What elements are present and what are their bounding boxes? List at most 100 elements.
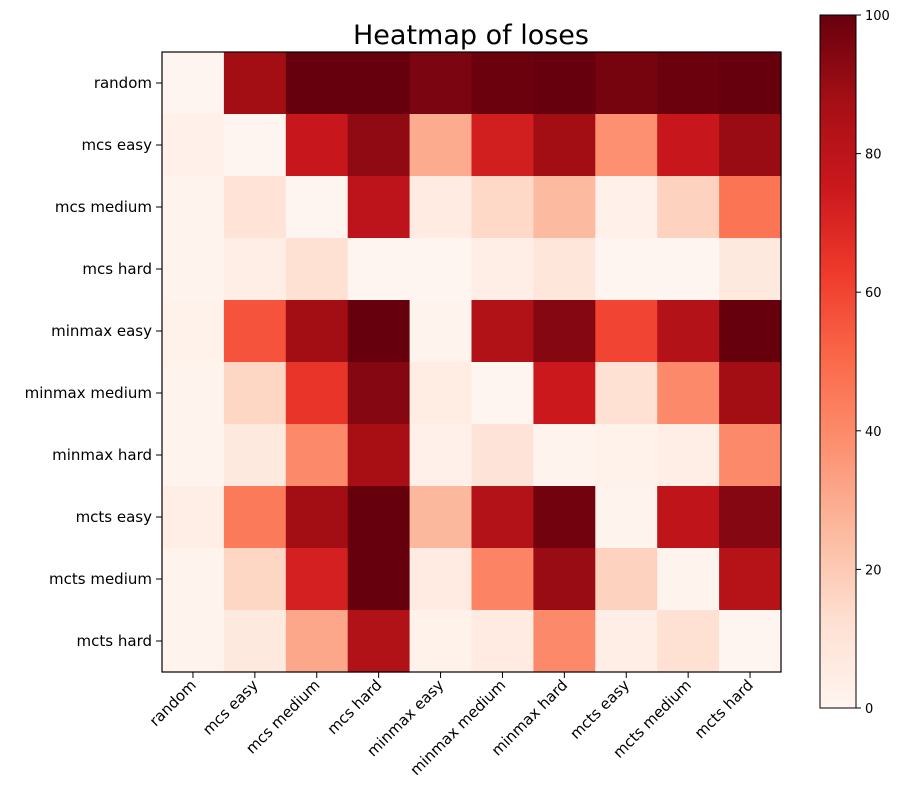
colorbar — [819, 14, 857, 709]
y-tick-label: mcts hard — [77, 632, 152, 650]
heatmap-cell — [162, 362, 225, 425]
y-axis-ticks: random mcs easy mcs medium mcs hard minmax e… — [25, 74, 162, 650]
heatmap-cell — [162, 114, 225, 177]
heatmap-cell — [285, 238, 349, 301]
heatmap-cell — [347, 610, 411, 673]
heatmap-cell — [533, 52, 596, 115]
heatmap-cell — [223, 424, 287, 487]
y-tick-label: mcts medium — [49, 570, 152, 588]
heatmap-cell — [657, 176, 720, 239]
heatmap-cell — [409, 176, 473, 239]
colorbar-tick-label: 80 — [865, 148, 882, 163]
heatmap-cell — [533, 362, 596, 425]
heatmap-cell — [409, 548, 473, 611]
heatmap-cell — [409, 238, 473, 301]
heatmap-cell — [285, 300, 349, 363]
x-tick-label: mcs easy — [199, 676, 262, 739]
heatmap-cell — [162, 52, 225, 115]
heatmap-cell — [409, 424, 473, 487]
heatmap-cell — [471, 114, 534, 177]
colorbar-tick-label: 40 — [865, 425, 882, 440]
colorbar-tick-label: 20 — [865, 563, 882, 578]
heatmap-cell — [409, 610, 473, 673]
heatmap-cell — [595, 610, 658, 673]
heatmap-cell — [533, 424, 596, 487]
heatmap-cell — [657, 238, 720, 301]
heatmap-cell — [285, 176, 349, 239]
heatmap-cell — [347, 176, 411, 239]
heatmap-cell — [347, 114, 411, 177]
heatmap-cell — [285, 362, 349, 425]
heatmap-cell — [223, 176, 287, 239]
heatmap-cell — [409, 486, 473, 549]
x-tick-label: mcts hard — [691, 676, 757, 742]
heatmap-cell — [223, 52, 287, 115]
heatmap-cell — [657, 300, 720, 363]
heatmap-cell — [657, 362, 720, 425]
heatmap-cell — [657, 52, 720, 115]
heatmap-cell — [409, 362, 473, 425]
plot-frame — [161, 51, 782, 673]
heatmap-cell — [595, 114, 658, 177]
heatmap-cell — [657, 486, 720, 549]
heatmap-cell — [471, 238, 534, 301]
heatmap-cell — [285, 548, 349, 611]
heatmap-cell — [409, 300, 473, 363]
heatmap-cell — [409, 114, 473, 177]
heatmap-cell — [595, 362, 658, 425]
heatmap-cell — [471, 300, 534, 363]
heatmap-cell — [533, 610, 596, 673]
heatmap-cell — [223, 548, 287, 611]
heatmap-cell — [223, 486, 287, 549]
heatmap-cell — [471, 548, 534, 611]
heatmap-cell — [719, 424, 782, 487]
heatmap-cell — [657, 548, 720, 611]
heatmap-cell — [533, 176, 596, 239]
heatmap-cell — [657, 424, 720, 487]
heatmap-cell — [595, 176, 658, 239]
heatmap-cell — [719, 114, 782, 177]
heatmap-cell — [347, 238, 411, 301]
y-tick-label: minmax easy — [51, 322, 152, 340]
heatmap-cell — [595, 52, 658, 115]
heatmap-cell — [533, 548, 596, 611]
y-tick-label: mcs hard — [82, 260, 152, 278]
heatmap-cell — [223, 300, 287, 363]
x-tick-label: random — [146, 676, 200, 730]
colorbar-ticks: 0 20 40 60 80 100 — [856, 9, 890, 717]
heatmap-cell — [285, 52, 349, 115]
x-tick-label: mcs hard — [324, 676, 386, 738]
heatmap-cell — [657, 114, 720, 177]
heatmap-cell — [595, 238, 658, 301]
heatmap-cell — [162, 300, 225, 363]
heatmap-cell — [347, 424, 411, 487]
heatmap-cell — [285, 114, 349, 177]
heatmap-cell — [162, 424, 225, 487]
heatmap-cell — [719, 362, 782, 425]
heatmap-cell — [595, 548, 658, 611]
heatmap-cell — [285, 610, 349, 673]
heatmap-cell — [223, 114, 287, 177]
heatmap-cell — [595, 424, 658, 487]
colorbar-tick-label: 100 — [865, 9, 890, 24]
colorbar-tick-label: 60 — [865, 286, 882, 301]
heatmap-cell — [657, 610, 720, 673]
heatmap-cell — [471, 610, 534, 673]
heatmap-cell — [162, 548, 225, 611]
y-tick-label: minmax hard — [52, 446, 152, 464]
heatmap-cell — [347, 52, 411, 115]
heatmap-cell — [347, 486, 411, 549]
heatmap-cell — [347, 362, 411, 425]
heatmap-cell — [409, 52, 473, 115]
heatmap-cell — [719, 548, 782, 611]
heatmap-cell — [223, 238, 287, 301]
heatmap-cell — [719, 486, 782, 549]
heatmap-cell — [533, 238, 596, 301]
heatmap-cell — [471, 52, 534, 115]
heatmap-cell — [719, 300, 782, 363]
heatmap-cell — [471, 176, 534, 239]
heatmap-cell — [471, 362, 534, 425]
y-tick-label: random — [94, 74, 152, 92]
heatmap-cell — [223, 362, 287, 425]
